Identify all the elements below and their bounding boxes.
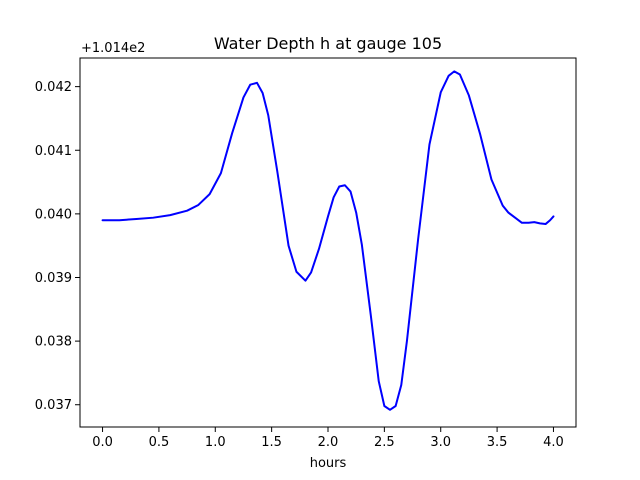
- x-tick-label: 0.0: [92, 435, 113, 450]
- x-tick-label: 1.5: [261, 435, 282, 450]
- plot-frame: [79, 57, 577, 428]
- chart-title: Water Depth h at gauge 105: [214, 34, 442, 53]
- y-axis: 0.037 0.038 0.039 0.040 0.041 0.042: [35, 80, 80, 413]
- x-tick-label: 2.0: [318, 435, 339, 450]
- x-tick-label: 0.5: [149, 435, 170, 450]
- x-tick-label: 4.0: [543, 435, 564, 450]
- x-tick-label: 3.0: [430, 435, 451, 450]
- y-tick-label: 0.039: [35, 271, 72, 286]
- series-line-0: [101, 70, 555, 411]
- y-tick-label: 0.041: [35, 144, 72, 159]
- x-axis: 0.0 0.5 1.0 1.5 2.0 2.5 3.0 3.5 4.0: [92, 427, 564, 450]
- y-tick-label: 0.037: [35, 398, 72, 413]
- y-tick-label: 0.042: [35, 80, 72, 95]
- x-tick-label: 3.5: [487, 435, 508, 450]
- y-tick-label: 0.040: [35, 207, 72, 222]
- plot-area: [79, 57, 577, 428]
- x-axis-label: hours: [310, 456, 347, 471]
- y-axis-offset-label: +1.014e2: [81, 41, 145, 56]
- x-tick-label: 2.5: [374, 435, 395, 450]
- y-tick-label: 0.038: [35, 335, 72, 350]
- x-tick-label: 1.0: [205, 435, 226, 450]
